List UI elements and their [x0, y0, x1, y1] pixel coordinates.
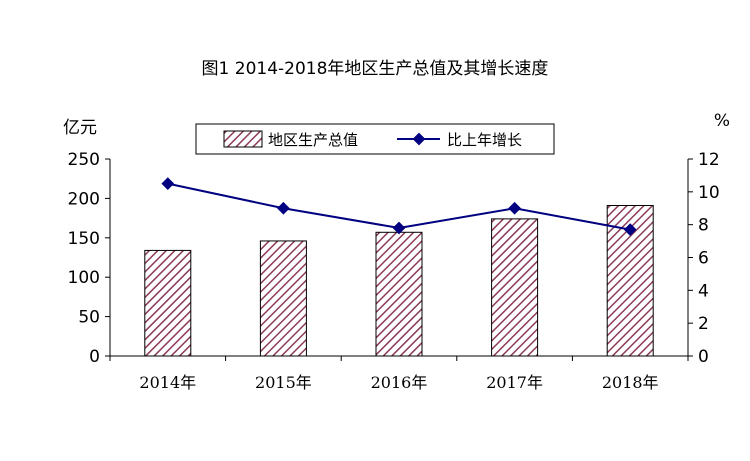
legend-label-line: 比上年增长 [447, 131, 522, 149]
left-tick-label: 200 [68, 189, 100, 209]
left-tick-label: 150 [68, 229, 100, 249]
right-tick-label: 2 [698, 314, 709, 334]
legend-line-marker [412, 132, 426, 146]
line-point [161, 177, 175, 190]
right-tick-label: 10 [698, 183, 720, 203]
right-tick-label: 8 [698, 216, 709, 236]
left-tick-label: 50 [78, 308, 100, 328]
left-axis-unit: 亿元 [63, 118, 97, 138]
right-axis-unit: % [714, 111, 730, 131]
left-tick-label: 0 [89, 347, 100, 367]
line-point [277, 201, 290, 215]
right-tick-label: 0 [698, 347, 709, 367]
bar [491, 218, 539, 357]
bar [259, 240, 307, 357]
left-tick-label: 100 [68, 268, 100, 288]
x-tick-label: 2015年 [255, 373, 312, 392]
legend: 地区生产总值 比上年增长 [195, 123, 555, 155]
right-tick-label: 4 [698, 281, 709, 301]
x-tick-label: 2016年 [371, 373, 428, 392]
x-tick-label: 2014年 [139, 373, 196, 392]
chart-title: 图1 2014-2018年地区生产总值及其增长速度 [202, 59, 549, 79]
right-tick-label: 12 [698, 150, 720, 170]
left-tick-label: 250 [68, 150, 100, 170]
axes: 0 50 100 150 200 250 0 2 4 6 8 10 12 [68, 150, 720, 367]
legend-bar-swatch [223, 130, 263, 148]
line-point [508, 201, 521, 215]
bar [144, 249, 192, 357]
bar [375, 231, 423, 357]
right-tick-label: 6 [698, 249, 709, 269]
line-series [161, 177, 637, 236]
line-point [392, 221, 406, 235]
legend-label-bar: 地区生产总值 [268, 131, 358, 149]
x-tick-label: 2017年 [486, 373, 543, 392]
x-ticks: 2014年 2015年 2016年 2017年 2018年 [139, 373, 658, 392]
x-tick-label: 2018年 [602, 373, 659, 392]
